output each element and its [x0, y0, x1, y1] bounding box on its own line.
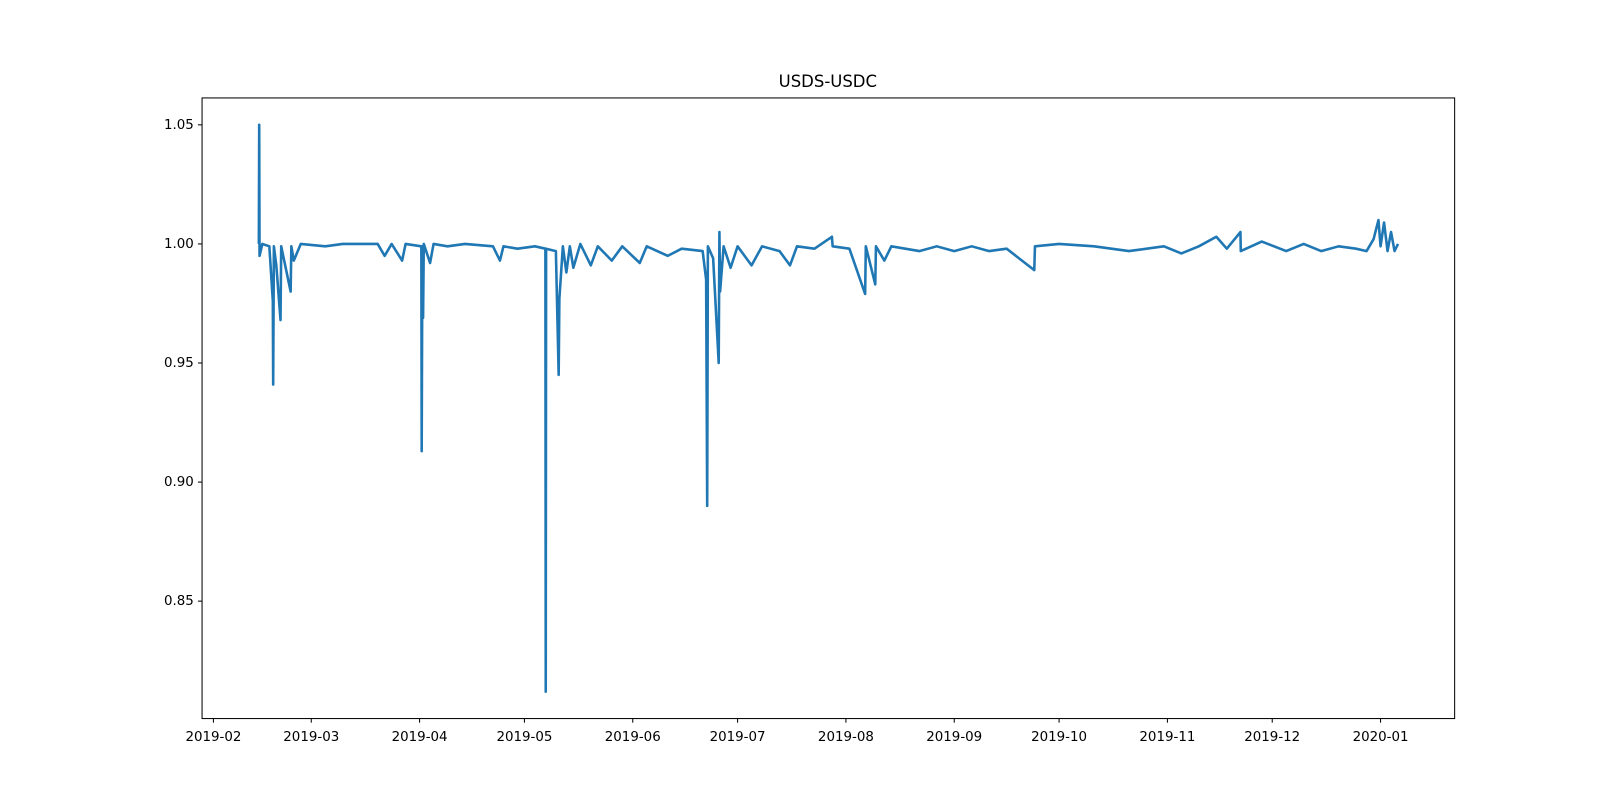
x-tick-label: 2019-11: [1139, 730, 1195, 745]
x-tick-label: 2019-08: [818, 730, 874, 745]
chart-title: USDS-USDC: [779, 72, 877, 91]
x-tick-label: 2019-10: [1031, 730, 1087, 745]
x-tick-label: 2019-12: [1244, 730, 1300, 745]
x-tick-label: 2019-03: [283, 730, 339, 745]
x-tick-label: 2019-06: [605, 730, 661, 745]
x-tick-label: 2019-09: [926, 730, 982, 745]
x-tick-label: 2019-04: [392, 730, 448, 745]
y-tick-label: 0.90: [164, 475, 194, 490]
x-tick-label: 2019-02: [185, 730, 241, 745]
x-tick-label: 2020-01: [1353, 730, 1409, 745]
y-tick-label: 0.95: [164, 356, 194, 371]
y-tick-label: 0.85: [164, 594, 194, 609]
y-tick-label: 1.00: [164, 237, 194, 252]
x-tick-label: 2019-05: [496, 730, 552, 745]
plot-frame: [201, 97, 1456, 720]
y-tick-label: 1.05: [164, 118, 194, 133]
data-line: [257, 123, 1400, 693]
x-tick-label: 2019-07: [710, 730, 766, 745]
